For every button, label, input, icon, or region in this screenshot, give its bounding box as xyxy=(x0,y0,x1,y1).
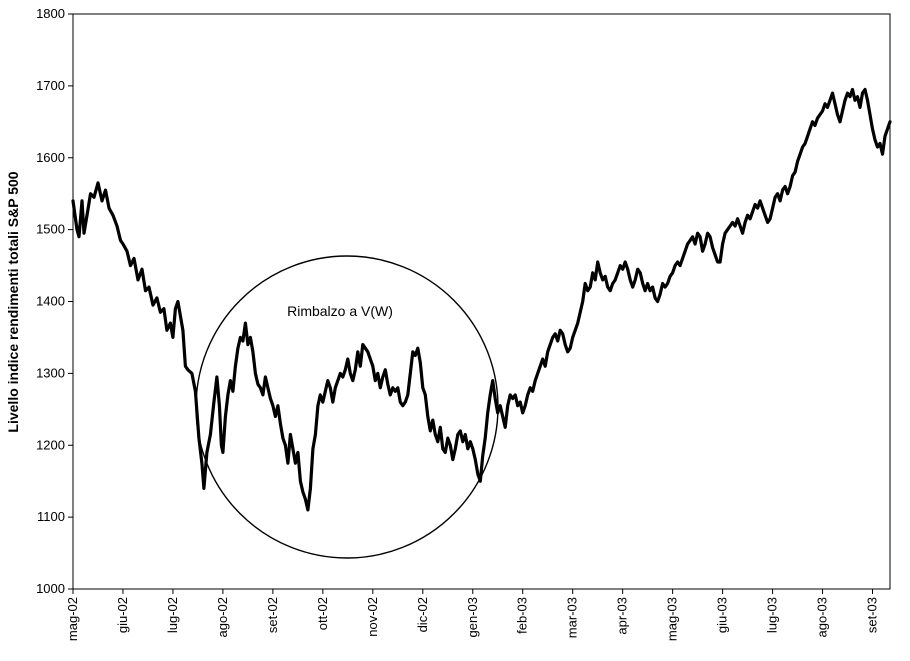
y-tick-labels: 1000 1100 1200 1300 1400 1500 1600 1700 1800 xyxy=(36,6,65,596)
y-tick-label: 1100 xyxy=(37,509,65,524)
y-tick-label: 1000 xyxy=(36,581,65,596)
y-tick-label: 1400 xyxy=(36,294,65,309)
series-group xyxy=(71,87,892,512)
x-tick-label: apr-03 xyxy=(615,597,630,635)
x-tick-label: nov-02 xyxy=(365,597,380,637)
x-tick-label: giu-03 xyxy=(715,597,730,633)
x-tick-label: ago-03 xyxy=(815,597,830,637)
y-tick-label: 1300 xyxy=(36,365,65,380)
x-tick-label: mar-03 xyxy=(565,597,580,638)
x-tick-label: giu-02 xyxy=(115,597,130,633)
annotation-circle xyxy=(195,255,499,559)
chart-axes xyxy=(68,13,891,594)
y-tick-label: 1500 xyxy=(36,222,65,237)
x-tick-labels: mag-02 giu-02 lug-02 ago-02 set-02 ott-02 nov-… xyxy=(65,597,880,641)
x-tick-label: set-03 xyxy=(865,597,880,633)
x-tick-label: lug-02 xyxy=(165,597,180,633)
annotation: Rimbalzo a V(W) xyxy=(195,255,499,559)
y-tick-label: 1700 xyxy=(36,78,65,93)
x-tick-label: dic-02 xyxy=(415,597,430,632)
x-tick-label: ott-02 xyxy=(315,597,330,630)
x-tick-label: set-02 xyxy=(265,597,280,633)
annotation-label: Rimbalzo a V(W) xyxy=(287,303,393,319)
x-tick-label: mag-02 xyxy=(65,597,80,641)
x-tick-label: mag-03 xyxy=(665,597,680,641)
series-line xyxy=(71,87,892,512)
x-tick-label: ago-02 xyxy=(215,597,230,637)
y-tick-label: 1600 xyxy=(36,150,65,165)
y-tick-label: 1200 xyxy=(36,437,65,452)
y-axis-label: Livello indice rendimenti totali S&P 500 xyxy=(5,171,21,432)
x-tick-label: lug-03 xyxy=(765,597,780,633)
x-tick-label: feb-03 xyxy=(515,597,530,634)
x-tick-label: gen-03 xyxy=(465,597,480,637)
y-tick-label: 1800 xyxy=(36,6,65,21)
plot-frame xyxy=(72,13,891,590)
